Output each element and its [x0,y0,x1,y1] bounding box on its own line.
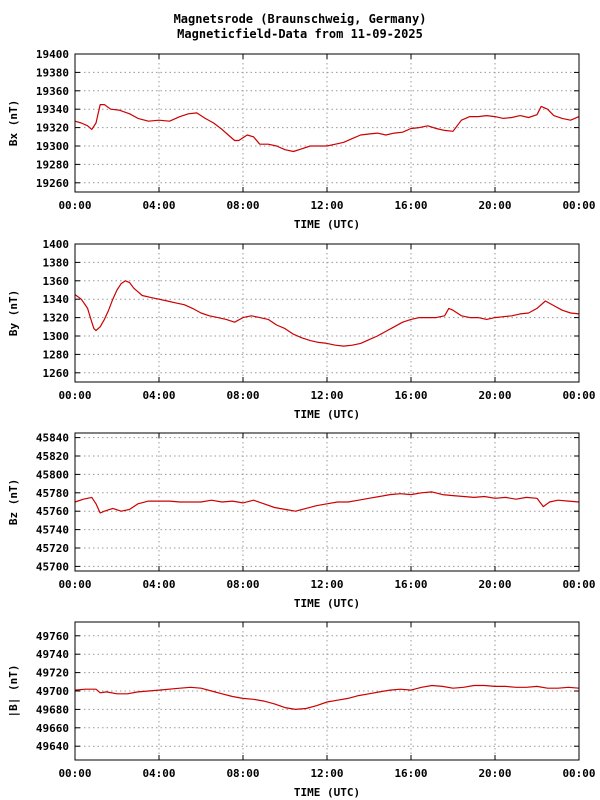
y-axis-label: |B| (nT) [7,665,20,718]
y-tick-label: 19340 [36,103,69,116]
x-tick-label: 12:00 [310,199,343,212]
y-tick-label: 1280 [43,348,70,361]
x-axis-label: TIME (UTC) [294,218,360,231]
y-tick-label: 45800 [36,468,69,481]
y-tick-label: 45740 [36,524,69,537]
y-tick-label: 1300 [43,330,70,343]
x-tick-label: 04:00 [142,389,175,402]
y-axis-label: Bx (nT) [7,100,20,146]
y-tick-label: 1320 [43,312,70,325]
y-tick-label: 45820 [36,450,69,463]
y-tick-label: 49700 [36,685,69,698]
y-tick-label: 19300 [36,140,69,153]
x-tick-label: 00:00 [562,578,595,591]
y-tick-label: 49660 [36,722,69,735]
y-tick-label: 49640 [36,740,69,753]
y-tick-label: 49720 [36,667,69,680]
y-axis-label: Bz (nT) [7,479,20,525]
y-tick-label: 19400 [36,48,69,61]
y-tick-label: 49680 [36,703,69,716]
y-tick-label: 19380 [36,66,69,79]
data-trace-4 [74,684,580,711]
x-tick-label: 08:00 [226,767,259,780]
y-tick-label: 1340 [43,293,70,306]
y-tick-label: 1380 [43,256,70,269]
x-tick-label: 00:00 [562,199,595,212]
x-tick-label: 00:00 [562,767,595,780]
x-tick-label: 20:00 [478,767,511,780]
data-trace-2 [74,280,580,347]
x-tick-label: 16:00 [394,578,427,591]
x-tick-label: 20:00 [478,389,511,402]
y-tick-label: 1360 [43,275,70,288]
y-tick-label: 45780 [36,487,69,500]
x-tick-label: 20:00 [478,578,511,591]
chart-title-block: Magnetsrode (Braunschweig, Germany) Magn… [0,12,600,42]
x-axis-label: TIME (UTC) [294,597,360,610]
y-tick-label: 45760 [36,505,69,518]
x-tick-label: 04:00 [142,199,175,212]
x-axis-label: TIME (UTC) [294,786,360,799]
y-tick-label: 45840 [36,432,69,445]
x-tick-label: 00:00 [58,578,91,591]
x-tick-label: 00:00 [58,199,91,212]
x-tick-label: 04:00 [142,767,175,780]
x-tick-label: 00:00 [58,389,91,402]
x-tick-label: 12:00 [310,389,343,402]
x-tick-label: 00:00 [58,767,91,780]
chart-subtitle: Magneticfield-Data from 11-09-2025 [177,27,423,41]
y-axis-label: By (nT) [7,290,20,336]
x-tick-label: 16:00 [394,199,427,212]
y-tick-label: 45700 [36,560,69,573]
x-tick-label: 04:00 [142,578,175,591]
x-tick-label: 00:00 [562,389,595,402]
y-tick-label: 45720 [36,542,69,555]
x-tick-label: 16:00 [394,767,427,780]
data-trace-3 [74,491,580,514]
y-tick-label: 49760 [36,630,69,643]
y-tick-label: 19280 [36,158,69,171]
x-tick-label: 08:00 [226,578,259,591]
data-trace-1 [74,103,580,153]
y-tick-label: 19260 [36,177,69,190]
y-tick-label: 19360 [36,85,69,98]
y-tick-label: 19320 [36,122,69,135]
x-tick-label: 08:00 [226,199,259,212]
chart-title: Magnetsrode (Braunschweig, Germany) [173,12,427,26]
y-tick-label: 1260 [43,367,70,380]
x-axis-label: TIME (UTC) [294,408,360,421]
x-tick-label: 12:00 [310,767,343,780]
x-tick-label: 16:00 [394,389,427,402]
x-tick-label: 08:00 [226,389,259,402]
x-tick-label: 20:00 [478,199,511,212]
y-tick-label: 49740 [36,648,69,661]
x-tick-label: 12:00 [310,578,343,591]
y-tick-label: 1400 [43,238,70,251]
